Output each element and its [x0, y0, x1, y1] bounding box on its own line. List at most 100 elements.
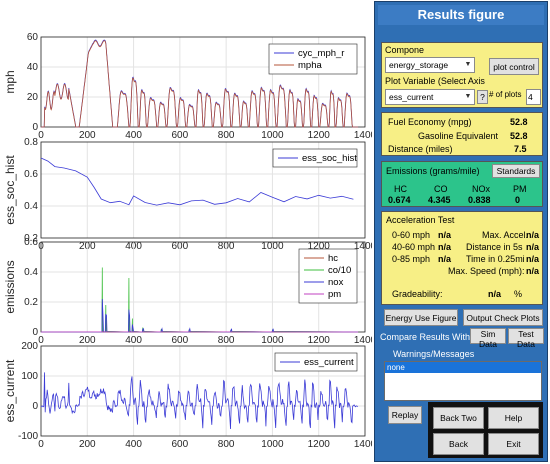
emissions-box: Emissions (grams/mile) Standards HC CO N… [381, 161, 543, 207]
x-tick-label: 1200 [308, 439, 331, 450]
series-line-mpha [41, 40, 359, 128]
axes-box [40, 345, 366, 437]
fuel-economy-value: 52.8 [510, 117, 528, 127]
plot-control-button[interactable]: plot control [489, 58, 539, 75]
accel-0-85-label: 0-85 mph [392, 254, 431, 264]
legend-entry: ess_current [304, 357, 354, 368]
distance-5s-value: n/a [526, 242, 540, 252]
component-select[interactable]: energy_storage ▼ [385, 57, 475, 73]
results-panel: Results figure Compone energy_storage ▼ … [374, 1, 548, 462]
x-tick-label: 600 [172, 335, 189, 346]
exit-button[interactable]: Exit [488, 433, 539, 455]
plot-selection-box: Compone energy_storage ▼ plot control Pl… [381, 42, 543, 108]
acceleration-box: Acceleration Test 0-60 mph n/a Max. Acce… [381, 211, 543, 305]
x-tick-label: 400 [125, 439, 142, 450]
gradeability-label: Gradeability: [392, 289, 443, 299]
legend-entry: pm [328, 289, 341, 300]
emissions-header-co: CO [434, 184, 448, 194]
compare-results-label: Compare Results With: [380, 332, 473, 342]
warnings-title: Warnings/Messages [393, 349, 475, 359]
x-tick-label: 0 [38, 439, 44, 450]
test-data-button[interactable]: Test Data [508, 328, 544, 349]
component-label: Compone [385, 45, 425, 55]
max-speed-value: n/a [526, 266, 540, 276]
y-tick-label: 0 [32, 401, 38, 412]
y-tick-label: 40 [27, 62, 39, 73]
sim-data-button[interactable]: Sim Data [470, 328, 506, 349]
standards-button[interactable]: Standards [492, 164, 540, 178]
emissions-header-pm: PM [513, 184, 527, 194]
accel-40-60-label: 40-60 mph [392, 242, 436, 252]
chevron-down-icon: ▼ [464, 61, 472, 68]
axes-box [40, 141, 366, 239]
accel-0-60-label: 0-60 mph [392, 230, 431, 240]
legend-box [272, 148, 358, 168]
chevron-down-icon: ▼ [464, 93, 472, 100]
back-button[interactable]: Back [433, 433, 484, 455]
x-tick-label: 0 [38, 335, 44, 346]
legend-entry: hc [328, 253, 338, 264]
y-tick-label: 0.2 [24, 233, 38, 244]
emissions-value-nox: 0.838 [468, 195, 491, 205]
distance-value: 7.5 [514, 144, 527, 154]
emissions-value-co: 4.345 [428, 195, 451, 205]
x-tick-label: 200 [79, 130, 96, 141]
emissions-value-pm: 0 [515, 195, 521, 205]
max-accel-label: Max. Accel. [482, 230, 529, 240]
series-line-nox [41, 298, 359, 333]
gas-equiv-label: Gasoline Equivalent [418, 131, 499, 141]
y-tick-label: 0.6 [24, 169, 38, 180]
x-tick-label: 800 [218, 130, 235, 141]
plot-variable-label: Plot Variable (Select Axis [385, 76, 485, 86]
x-tick-label: 800 [218, 439, 235, 450]
x-tick-label: 1200 [308, 335, 331, 346]
y-tick-label: 0 [32, 122, 38, 133]
y-axis-label: mph [3, 70, 17, 93]
fuel-economy-label: Fuel Economy (mpg) [388, 117, 472, 127]
y-tick-label: 200 [21, 341, 38, 352]
y-tick-label: 0.8 [24, 137, 38, 148]
distance-5s-label: Distance in 5s [466, 242, 523, 252]
y-tick-label: 0.6 [24, 237, 38, 248]
x-tick-label: 400 [125, 130, 142, 141]
y-tick-label: 0.2 [24, 297, 38, 308]
time-025mi-label: Time in 0.25mi [466, 254, 525, 264]
results-plots: 02004006008001000120014000204060mphcyc_m… [3, 32, 372, 450]
x-tick-label: 800 [218, 335, 235, 346]
help-question-button[interactable]: ? [477, 90, 488, 104]
warnings-item[interactable]: none [385, 362, 541, 373]
plot-variable-value: ess_current [389, 92, 434, 102]
num-plots-value: 4 [528, 92, 533, 102]
x-tick-label: 400 [125, 335, 142, 346]
help-button[interactable]: Help [488, 407, 539, 429]
legend-entry: cyc_mph_r [298, 48, 344, 59]
y-tick-label: 0.4 [24, 267, 38, 278]
legend-entry: co/10 [328, 265, 351, 276]
y-tick-label: 60 [27, 32, 39, 43]
y-tick-label: 0 [32, 327, 38, 338]
fuel-economy-box: Fuel Economy (mpg) 52.8 Gasoline Equival… [381, 112, 543, 156]
warnings-list[interactable]: none [384, 361, 542, 401]
plot-variable-select[interactable]: ess_current ▼ [385, 89, 475, 105]
energy-use-figure-button[interactable]: Energy Use Figure [384, 309, 458, 326]
time-025mi-value: n/a [526, 254, 540, 264]
legend-box [274, 352, 358, 372]
max-accel-value: n/a [526, 230, 540, 240]
x-tick-label: 1000 [261, 335, 284, 346]
navigation-button-group: Back Two Help Back Exit [428, 402, 543, 458]
y-axis-label: ess_current [3, 359, 17, 422]
gradeability-value: n/a [488, 289, 502, 299]
y-tick-label: 100 [21, 371, 38, 382]
series-line-hc [41, 302, 359, 333]
num-plots-select[interactable]: 4 [526, 89, 541, 105]
series-line-ess_current [40, 372, 358, 430]
output-check-plots-button[interactable]: Output Check Plots [463, 309, 543, 326]
back-two-button[interactable]: Back Two [433, 407, 484, 429]
accel-0-85-value: n/a [438, 254, 452, 264]
replay-button[interactable]: Replay [388, 406, 422, 424]
plots-area: 02004006008001000120014000204060mphcyc_m… [3, 32, 372, 450]
accel-0-60-value: n/a [438, 230, 452, 240]
